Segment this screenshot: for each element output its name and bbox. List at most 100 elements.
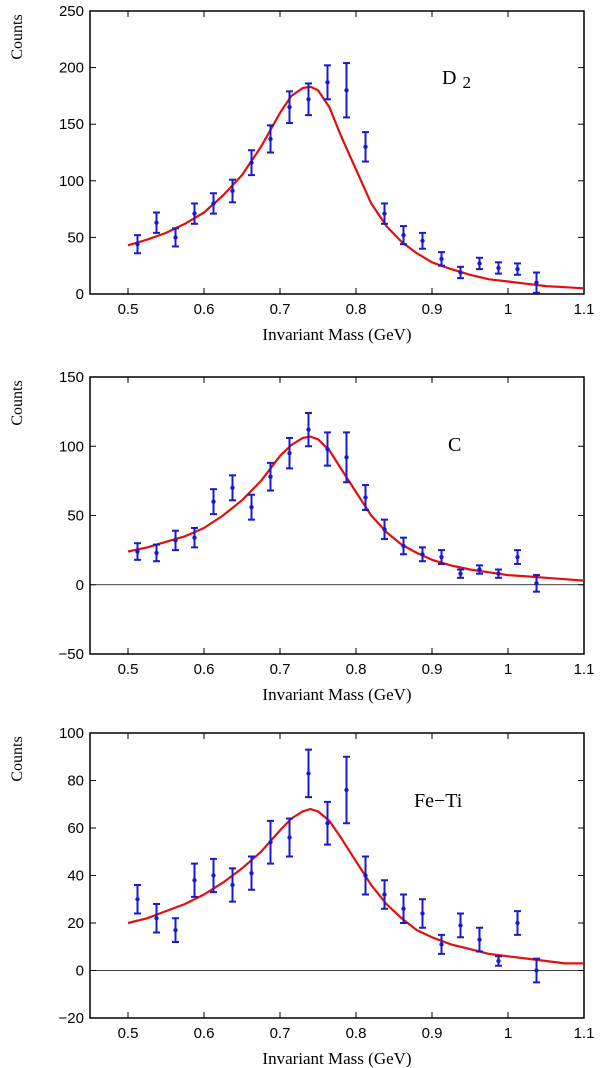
y-tick-label: 250 — [59, 3, 84, 20]
data-point — [153, 211, 160, 234]
x-tick-label: 1 — [504, 1025, 512, 1042]
plot-frame — [89, 10, 585, 295]
data-point — [229, 474, 236, 502]
data-point — [419, 898, 426, 929]
plot-frame — [89, 732, 585, 1019]
y-tick-label: 80 — [67, 773, 84, 790]
x-tick-label: 0.6 — [194, 661, 215, 678]
y-tick-label: 50 — [67, 229, 84, 246]
data-marker — [344, 88, 349, 93]
x-tick-label: 0.5 — [118, 1025, 139, 1042]
data-point — [153, 903, 160, 934]
data-marker — [363, 495, 368, 500]
y-tick-label: −50 — [59, 646, 84, 663]
y-tick-label: 200 — [59, 60, 84, 77]
data-point — [134, 234, 141, 255]
data-marker — [439, 256, 444, 262]
data-point — [514, 262, 521, 276]
data-marker — [154, 916, 159, 921]
data-marker — [211, 201, 216, 206]
data-marker — [420, 552, 425, 557]
data-point — [419, 231, 426, 250]
data-point — [533, 957, 540, 984]
y-tick-label: 100 — [59, 173, 84, 190]
y-axis-label: Counts — [9, 736, 26, 781]
data-point — [381, 202, 388, 225]
data-marker — [135, 241, 140, 247]
data-point — [438, 251, 445, 267]
data-marker — [154, 550, 159, 556]
data-point — [134, 884, 141, 915]
y-axis-label: Counts — [9, 14, 26, 59]
x-axis-label: Invariant Mass (GeV) — [262, 685, 411, 704]
plot-frame — [89, 376, 585, 655]
x-tick-label: 0.5 — [118, 661, 139, 678]
data-marker — [306, 771, 311, 776]
data-point — [495, 261, 502, 275]
data-marker — [287, 835, 292, 840]
data-marker — [268, 474, 273, 479]
data-marker — [401, 906, 406, 911]
data-marker — [382, 892, 387, 897]
y-tick-label: 150 — [59, 116, 84, 133]
data-marker — [439, 554, 444, 560]
data-marker — [268, 136, 273, 142]
data-point — [248, 493, 255, 521]
data-marker — [344, 787, 349, 793]
y-tick-label: 40 — [67, 868, 84, 885]
data-marker — [268, 840, 273, 845]
data-point — [476, 564, 483, 575]
data-marker — [211, 499, 216, 504]
x-tick-label: 0.7 — [270, 1025, 291, 1042]
data-point — [533, 271, 540, 294]
x-tick-label: 0.9 — [422, 661, 443, 678]
data-point — [514, 549, 521, 565]
data-marker — [382, 211, 387, 216]
data-marker — [477, 937, 482, 942]
data-point — [172, 227, 179, 248]
data-marker — [287, 105, 292, 110]
data-marker — [249, 160, 254, 165]
data-point — [362, 131, 369, 163]
x-tick-label: 0.6 — [194, 301, 215, 318]
data-point — [343, 62, 350, 119]
data-marker — [458, 270, 463, 275]
x-axis-label: Invariant Mass (GeV) — [262, 325, 411, 344]
panel-annotation-subscript: 2 — [462, 73, 471, 92]
data-point — [286, 436, 293, 470]
data-marker — [420, 911, 425, 916]
data-marker — [515, 266, 520, 272]
data-point — [267, 461, 274, 492]
data-point — [400, 225, 407, 246]
x-tick-label: 1 — [504, 301, 512, 318]
data-point — [514, 910, 521, 936]
data-point — [267, 124, 274, 154]
data-point — [476, 256, 483, 271]
data-point — [324, 64, 331, 101]
data-marker — [515, 920, 520, 926]
data-marker — [496, 265, 501, 271]
data-point — [172, 529, 179, 552]
data-marker — [401, 232, 406, 238]
y-tick-label: 100 — [59, 438, 84, 455]
data-point — [305, 412, 312, 448]
data-point — [400, 536, 407, 556]
data-marker — [382, 527, 387, 532]
y-tick-label: 100 — [59, 725, 84, 742]
data-marker — [401, 543, 406, 549]
y-tick-label: −20 — [59, 1010, 84, 1027]
data-marker — [173, 538, 178, 543]
x-tick-label: 0.8 — [346, 301, 367, 318]
data-marker — [192, 211, 197, 216]
x-tick-label: 0.9 — [422, 301, 443, 318]
panel-annotation: C — [448, 434, 461, 456]
data-marker — [135, 897, 140, 902]
x-tick-label: 0.5 — [118, 301, 139, 318]
data-point — [305, 748, 312, 799]
data-marker — [211, 873, 216, 878]
x-tick-label: 0.6 — [194, 1025, 215, 1042]
data-point — [305, 82, 312, 117]
data-marker — [192, 535, 197, 540]
